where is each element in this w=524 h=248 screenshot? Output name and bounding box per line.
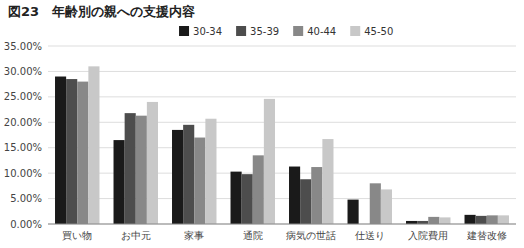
- y-tick-label: 35.00%: [4, 41, 42, 52]
- bar: [125, 113, 136, 224]
- bar: [114, 140, 125, 224]
- bar: [381, 189, 392, 224]
- bar: [264, 99, 275, 224]
- bar: [77, 82, 88, 224]
- x-tick-label: 家事: [184, 230, 204, 241]
- bar: [205, 119, 216, 224]
- bar: [300, 179, 311, 224]
- y-tick-label: 20.00%: [4, 117, 42, 128]
- legend-label: 35-39: [250, 26, 279, 37]
- grid-line: [48, 224, 516, 225]
- legend-label: 30-34: [193, 26, 222, 37]
- bar: [476, 216, 487, 224]
- legend-swatch: [350, 26, 360, 36]
- chart-container: 図23 年齢別の親への支援内容 0.00% 5.00% 10.00% 15.00% 20.…: [0, 0, 524, 248]
- x-tick-label: お中元: [121, 230, 151, 241]
- x-tick-label: 通院: [243, 230, 263, 241]
- grid-line: [48, 71, 516, 72]
- y-tick-label: 15.00%: [4, 142, 42, 153]
- legend-swatch: [179, 26, 189, 36]
- bar: [55, 77, 66, 224]
- x-tick-label: 建替改修: [466, 230, 507, 241]
- bar: [231, 172, 242, 224]
- y-tick-label: 25.00%: [4, 91, 42, 102]
- bar: [465, 215, 476, 224]
- x-axis-line: [48, 224, 516, 225]
- grid-line: [48, 122, 516, 123]
- bar: [487, 215, 498, 224]
- bar: [348, 200, 359, 224]
- bar: [136, 116, 147, 224]
- x-tick-label: 病気の世話: [286, 230, 336, 241]
- bar: [88, 66, 99, 224]
- bars: [55, 66, 509, 224]
- bar: [322, 139, 333, 224]
- x-tick-label: 買い物: [62, 230, 92, 241]
- bar: [172, 130, 183, 224]
- y-tick-label: 0.00%: [10, 219, 42, 230]
- bar: [194, 138, 205, 224]
- bar: [253, 155, 264, 224]
- y-tick-label: 30.00%: [4, 66, 42, 77]
- x-tick-label: 仕送り: [355, 230, 385, 241]
- bar: [428, 217, 439, 224]
- title: 図23 年齢別の親への支援内容: [8, 4, 195, 19]
- bar: [242, 174, 253, 224]
- bar: [498, 215, 509, 224]
- grid-line: [48, 96, 516, 97]
- bar: [66, 79, 77, 224]
- y-tick-label: 5.00%: [10, 193, 42, 204]
- bar: [183, 125, 194, 224]
- bar: [147, 102, 158, 224]
- legend-label: 40-44: [307, 26, 336, 37]
- legend: 30-34 35-39 40-44 45-50: [179, 26, 393, 37]
- legend-swatch: [236, 26, 246, 36]
- bar: [439, 217, 450, 224]
- bar: [370, 183, 381, 224]
- bar: [289, 167, 300, 224]
- chart: 図23 年齢別の親への支援内容 0.00% 5.00% 10.00% 15.00% 20.…: [0, 0, 524, 248]
- bar: [311, 167, 322, 224]
- grid-line: [48, 46, 516, 47]
- y-tick-label: 10.00%: [4, 168, 42, 179]
- x-tick-label: 入院費用: [408, 230, 448, 241]
- grid: [48, 46, 516, 224]
- legend-label: 45-50: [364, 26, 393, 37]
- legend-swatch: [293, 26, 303, 36]
